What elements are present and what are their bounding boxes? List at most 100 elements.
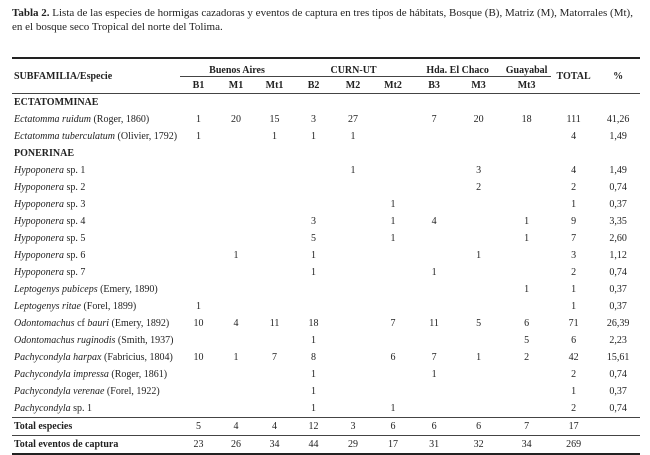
- count-cell: 11: [269, 318, 280, 329]
- table-body: ECTATOMMINAE Ectatomma ruidum (Roger, 186…: [12, 94, 641, 455]
- species-author: (Roger, 1861): [108, 369, 168, 380]
- species-genus: Hypoponera: [14, 182, 64, 193]
- count-cell: 1: [311, 369, 317, 380]
- count-cell: [255, 366, 294, 383]
- count-cell: [255, 179, 294, 196]
- count-cell: [413, 179, 455, 196]
- table-row: Hypoponera sp. 1 1 3 4 1,49: [12, 162, 640, 179]
- totals-cell: 31: [413, 435, 456, 455]
- totals-cell: 5: [180, 417, 217, 436]
- totals-cell: 4: [217, 417, 255, 436]
- count-cell: [217, 128, 255, 145]
- count-cell: [413, 162, 455, 179]
- count-cell: 20: [473, 114, 484, 125]
- table-row: Hypoponera sp. 3 1 1 0,37: [12, 196, 640, 213]
- count-cell: 7: [431, 114, 437, 125]
- count-cell: 18: [308, 318, 319, 329]
- species-genus: Pachycondyla: [14, 403, 71, 414]
- totals-cell: 32: [455, 435, 503, 455]
- count-cell: [180, 400, 217, 418]
- totals-cell: 6: [373, 417, 414, 436]
- count-cell: 2: [571, 182, 577, 193]
- count-cell: [255, 230, 294, 247]
- count-cell: [255, 196, 294, 213]
- count-cell: [502, 247, 551, 264]
- count-cell: [455, 128, 502, 145]
- count-cell: 1: [571, 301, 577, 312]
- species-name: Pachycondyla sp. 1: [12, 400, 180, 418]
- site-column-header: Mt3: [502, 76, 552, 94]
- totals-row: Total eventos de captura 23 26 34 44 29 17 31 32…: [12, 435, 641, 455]
- count-cell: [255, 298, 294, 315]
- count-cell: [455, 264, 502, 281]
- count-cell: 4: [571, 165, 577, 176]
- count-cell: 2: [571, 369, 577, 380]
- species-author: sp. 1: [64, 165, 86, 176]
- totals-cell: 26: [217, 435, 255, 455]
- count-cell: [333, 315, 373, 332]
- table-row: Leptogenys ritae (Forel, 1899) 1 1 0,37: [12, 298, 640, 315]
- count-cell: 1: [311, 403, 317, 414]
- count-cell: [255, 264, 294, 281]
- table-row: Hypoponera sp. 7 1 1 2 0,74: [12, 264, 640, 281]
- count-cell: 1: [390, 233, 396, 244]
- site-column-header: Mt2: [373, 76, 414, 94]
- count-cell: [413, 332, 455, 349]
- count-cell: 1: [390, 403, 396, 414]
- totals-cell: 17: [373, 435, 414, 455]
- totals-cell: [596, 417, 641, 436]
- count-cell: 0,37: [609, 386, 627, 397]
- count-cell: [333, 264, 373, 281]
- count-cell: [217, 213, 255, 230]
- count-cell: 1: [571, 199, 577, 210]
- count-cell: 1: [431, 267, 437, 278]
- totals-cell: 4: [255, 417, 295, 436]
- count-cell: [217, 383, 255, 400]
- count-cell: [333, 332, 373, 349]
- count-cell: [413, 400, 455, 418]
- count-cell: [180, 179, 217, 196]
- table-row: Hypoponera sp. 2 2 2 0,74: [12, 179, 640, 196]
- count-cell: 0,37: [609, 284, 627, 295]
- count-cell: [333, 349, 373, 366]
- species-author: (Smith, 1937): [115, 335, 174, 346]
- group-hda-el-chaco: Hda. El Chaco: [413, 57, 503, 77]
- species-genus: Hypoponera: [14, 199, 64, 210]
- species-epithet: bauri: [87, 318, 110, 329]
- count-cell: 41,26: [606, 114, 630, 125]
- count-cell: [502, 179, 551, 196]
- species-genus: Pachycondyla harpax: [14, 352, 102, 363]
- count-cell: 1: [311, 267, 317, 278]
- site-column-header: M2: [333, 76, 374, 94]
- species-genus: Hypoponera: [14, 165, 64, 176]
- count-cell: [255, 213, 294, 230]
- totals-cell: 23: [180, 435, 217, 455]
- family-row: PONERINAE: [12, 145, 640, 162]
- count-cell: [333, 196, 373, 213]
- count-cell: [455, 383, 502, 400]
- count-cell: 0,37: [609, 199, 627, 210]
- table-row: Hypoponera sp. 4 3 1 4 1 9 3,35: [12, 213, 640, 230]
- count-cell: 42: [568, 352, 579, 363]
- totals-cell: 6: [455, 417, 503, 436]
- count-cell: [217, 196, 255, 213]
- totals-cell: 17: [551, 417, 597, 436]
- count-cell: [180, 366, 217, 383]
- count-cell: 3: [311, 216, 317, 227]
- count-cell: 1,49: [609, 131, 627, 142]
- count-cell: [180, 281, 217, 298]
- count-cell: 1: [196, 131, 201, 142]
- header-group-row: SUBFAMILIA/Especie Buenos Aires CURN-UT …: [12, 57, 641, 94]
- table-row: Leptogenys pubiceps (Emery, 1890) 1 1 0,37: [12, 281, 640, 298]
- family-name: PONERINAE: [14, 148, 75, 159]
- count-cell: [413, 230, 455, 247]
- species-name: Hypoponera sp. 2: [12, 179, 180, 196]
- count-cell: 1: [311, 335, 317, 346]
- species-author: (Forel, 1922): [104, 386, 160, 397]
- count-cell: [502, 128, 551, 145]
- site-column-header: M1: [217, 76, 255, 94]
- count-cell: 9: [571, 216, 577, 227]
- count-cell: [333, 383, 373, 400]
- table-row: Ectatomma ruidum (Roger, 1860) 1 20 15 3 27 7 2…: [12, 111, 640, 128]
- count-cell: 15,61: [606, 352, 630, 363]
